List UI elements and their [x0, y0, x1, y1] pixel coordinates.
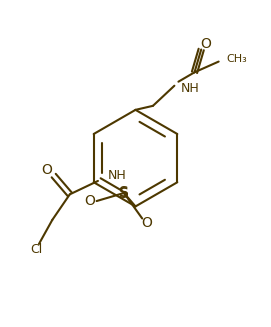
Text: O: O: [85, 194, 95, 208]
Text: O: O: [41, 163, 52, 177]
Text: Cl: Cl: [30, 243, 42, 256]
Text: S: S: [119, 185, 129, 200]
Text: O: O: [200, 37, 211, 51]
Text: O: O: [141, 215, 153, 230]
Text: NH: NH: [107, 169, 126, 182]
Text: CH₃: CH₃: [226, 54, 247, 64]
Text: NH: NH: [181, 82, 200, 95]
Text: S: S: [119, 186, 129, 200]
